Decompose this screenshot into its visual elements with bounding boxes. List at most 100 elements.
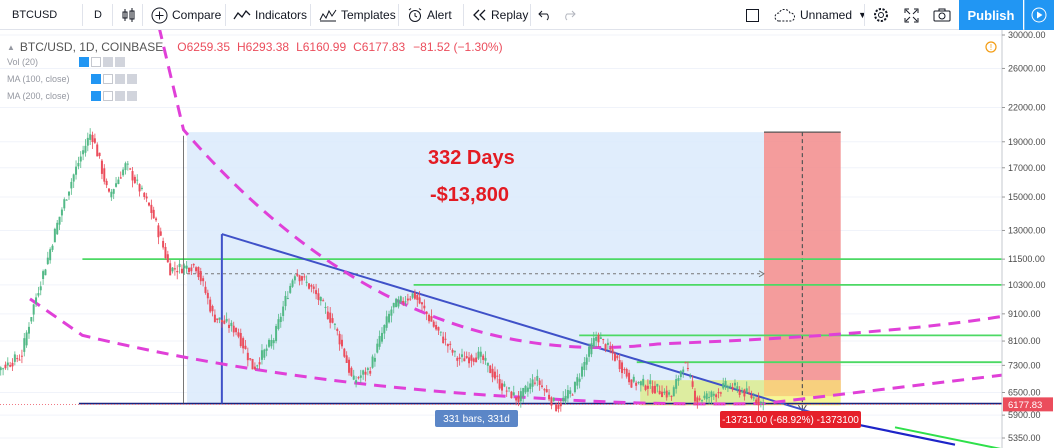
candle-body (444, 338, 447, 340)
undo-icon (538, 10, 549, 21)
legend-main: ▲ BTC/USD, 1D, COINBASE O6259.35 H6293.3… (7, 40, 503, 54)
indicators-button[interactable]: Indicators (233, 0, 307, 30)
candle-body (616, 355, 619, 359)
interval-button[interactable]: D (94, 0, 102, 30)
play-button[interactable] (1024, 0, 1054, 30)
candle-body (555, 404, 558, 412)
more-icon[interactable] (103, 57, 113, 67)
settings-button[interactable] (873, 0, 889, 30)
candle-body (129, 168, 132, 170)
candle-body (2, 368, 5, 370)
replay-button[interactable]: Replay (471, 0, 528, 30)
candle-body (308, 283, 311, 289)
candle-body (253, 366, 256, 370)
candle-body (686, 367, 689, 369)
more-icon[interactable] (115, 74, 125, 84)
candle-body (223, 320, 226, 324)
candle-body (609, 348, 612, 350)
candle-body (456, 357, 459, 361)
candle-body (439, 331, 442, 333)
candle-body (524, 385, 527, 393)
candle-body (736, 386, 739, 390)
candle-body (20, 355, 23, 357)
price-chart[interactable]: 332 Days -$13,800 331 bars, 331d -13731.00 … (0, 30, 1054, 448)
candle-body (757, 397, 760, 406)
ohlc-low: L6160.99 (296, 40, 347, 54)
candle-body (637, 382, 640, 384)
candle-body (606, 342, 609, 345)
candle-body (705, 393, 708, 400)
candle-body (536, 375, 539, 381)
redo-icon (565, 10, 576, 21)
remove-icon[interactable] (127, 91, 137, 101)
candle-body (357, 377, 360, 379)
candle-body (195, 267, 198, 272)
candle-body (595, 336, 598, 341)
replay-icon (473, 9, 486, 21)
fullscreen-button[interactable] (904, 0, 919, 30)
candle-body (472, 358, 475, 362)
snapshot-button[interactable] (933, 0, 951, 30)
candle-body (489, 365, 492, 374)
candle-body (152, 209, 155, 219)
candle-body (550, 397, 553, 406)
publish-button[interactable]: Publish (959, 0, 1023, 30)
candle-body (60, 209, 63, 216)
candle-body (218, 317, 221, 320)
candle-body (178, 263, 181, 268)
candle-body (371, 356, 374, 368)
candle-body (548, 394, 551, 400)
candle-body (18, 359, 21, 361)
candle-body (432, 321, 435, 327)
redo-button[interactable] (562, 0, 576, 30)
candle-body (235, 327, 238, 333)
templates-button[interactable]: Templates (319, 0, 396, 30)
remove-icon[interactable] (127, 74, 137, 84)
symbol-search[interactable]: BTCUSD (12, 0, 57, 30)
settings-icon[interactable] (103, 74, 113, 84)
settings-icon[interactable] (103, 91, 113, 101)
candle-body (362, 370, 365, 375)
eye-icon[interactable] (91, 74, 101, 84)
candle-body (176, 270, 179, 273)
candle-body (578, 378, 581, 382)
candle-body (703, 395, 706, 399)
candle-body (324, 306, 327, 308)
candle-body (668, 392, 671, 395)
candle-body (500, 383, 503, 391)
collapse-icon[interactable]: ▲ (7, 42, 15, 52)
alert-button[interactable]: Alert (407, 0, 452, 30)
eye-icon[interactable] (79, 57, 89, 67)
candle-body (661, 391, 664, 398)
candle-body (140, 187, 143, 189)
eye-icon[interactable] (91, 91, 101, 101)
candle-body (131, 171, 134, 181)
candle-body (583, 361, 586, 370)
candle-body (675, 379, 678, 389)
candle-body (117, 179, 120, 185)
candle-body (65, 199, 68, 201)
square-icon (746, 8, 759, 22)
candle-body (402, 300, 405, 303)
candle-body (684, 362, 687, 364)
layout-name-button[interactable]: Unnamed ▼ (774, 0, 867, 30)
compare-button[interactable]: Compare (151, 0, 221, 30)
candle-body (519, 391, 522, 402)
y-tick-label: 26000.00 (1008, 63, 1046, 73)
undo-button[interactable] (538, 0, 552, 30)
current-price-label: 6177.83 (1008, 400, 1042, 411)
y-tick-label: 9100.00 (1008, 309, 1041, 319)
settings-icon[interactable] (91, 57, 101, 67)
more-icon[interactable] (115, 91, 125, 101)
candle-body (359, 375, 362, 378)
candle-body (192, 263, 195, 266)
candle-body (373, 357, 376, 362)
candle-body (369, 370, 372, 374)
candle-body (731, 387, 734, 390)
bar-style-button[interactable] (121, 0, 141, 30)
layout-toggle-checkbox[interactable] (746, 0, 759, 30)
candle-body (708, 396, 711, 398)
candle-body (197, 267, 200, 278)
remove-icon[interactable] (115, 57, 125, 67)
candle-body (232, 325, 235, 333)
